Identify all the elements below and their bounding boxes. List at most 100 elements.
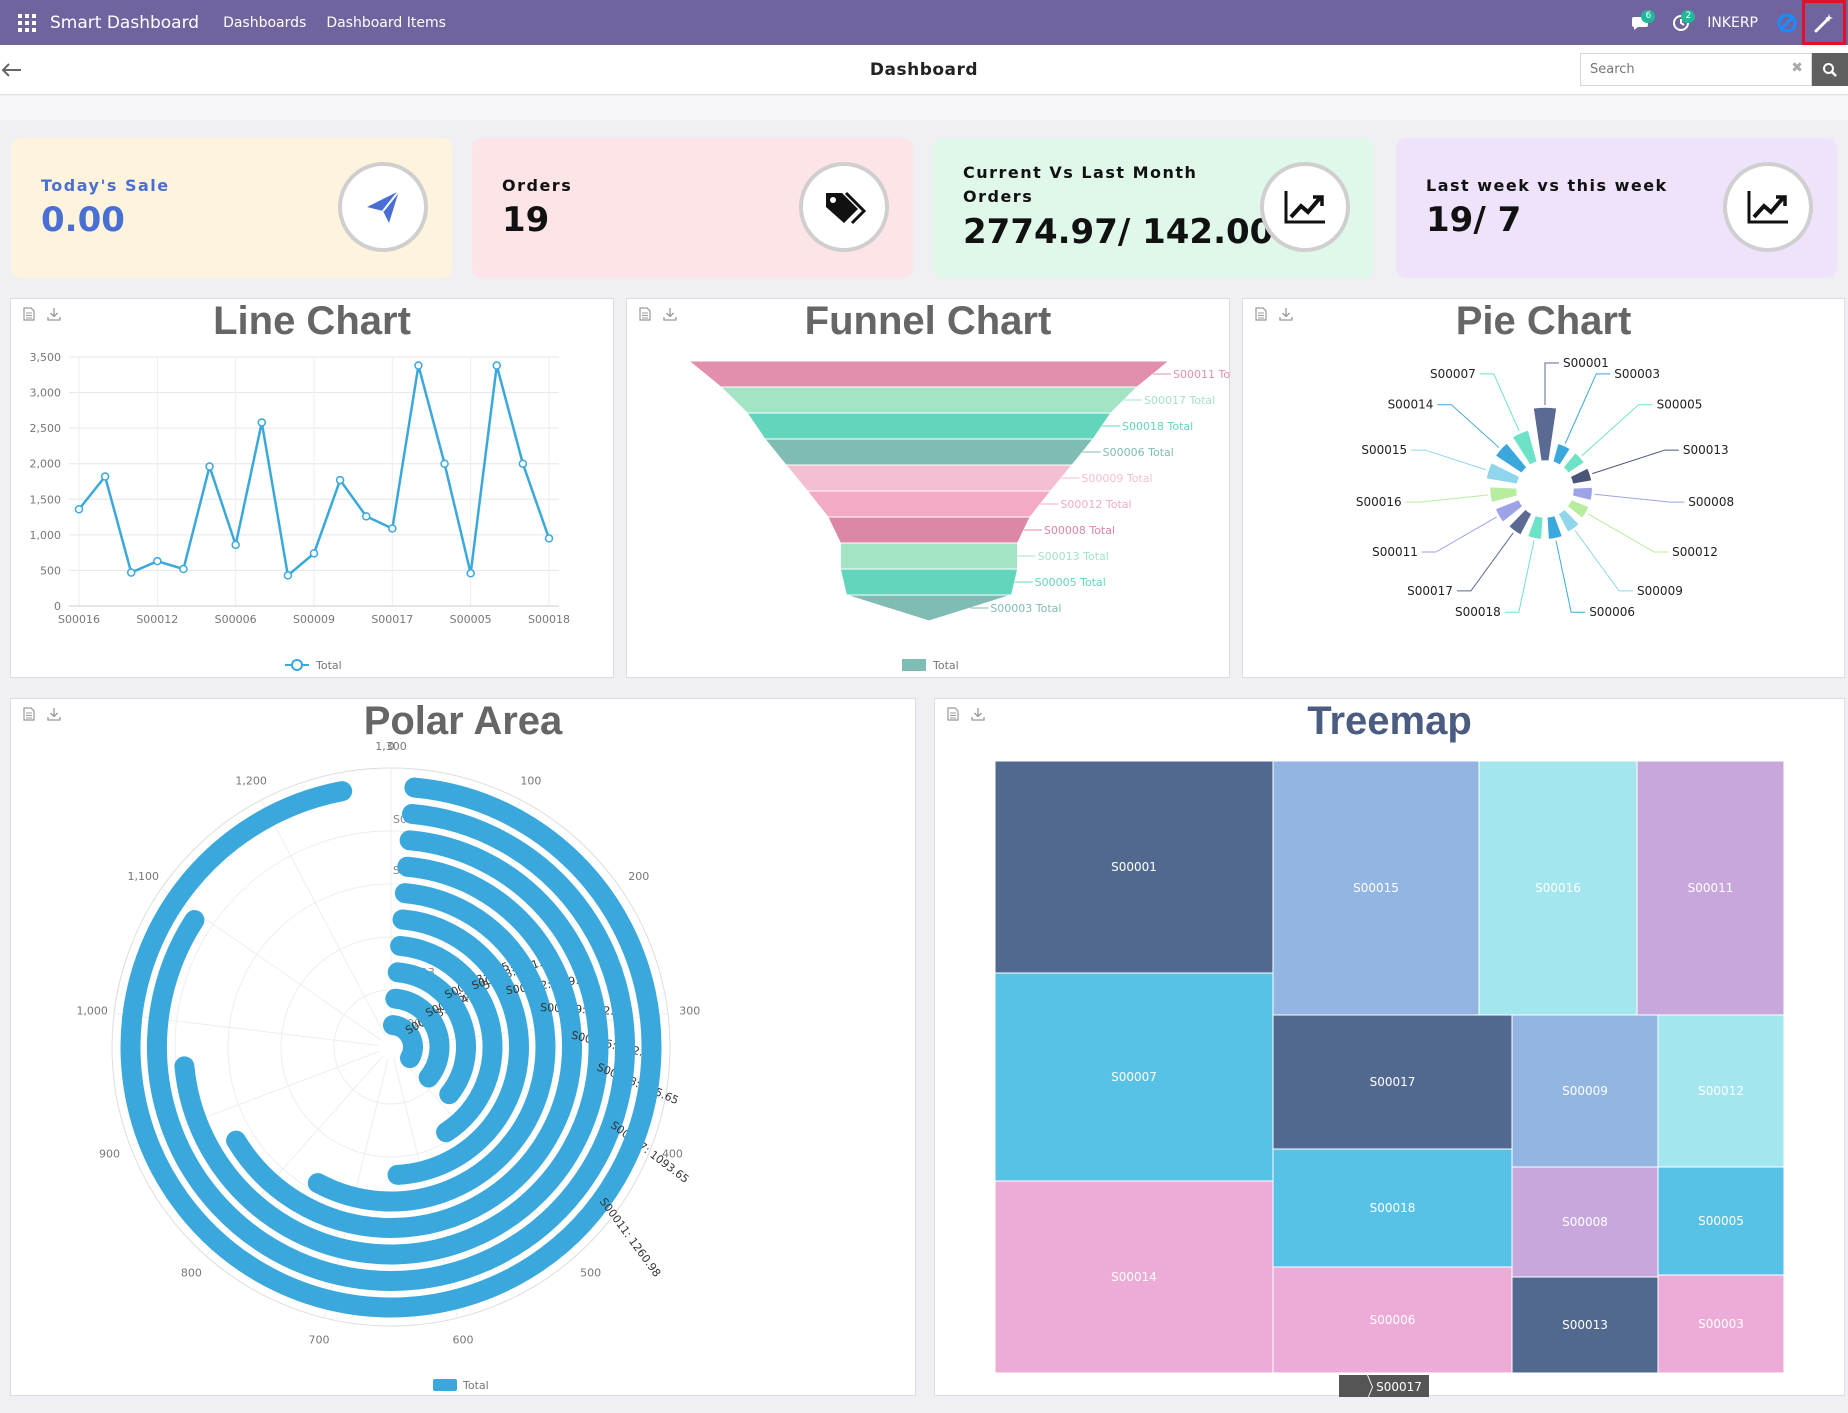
pie-label: S00018 xyxy=(1455,605,1501,619)
menu-dashboards[interactable]: Dashboards xyxy=(223,14,307,31)
document-icon[interactable] xyxy=(23,707,35,721)
line-chart-card: 0 500 1,000 1,500 2,000 2,500 3,000 3,500 S00016… xyxy=(10,298,614,678)
download-icon[interactable] xyxy=(47,307,61,321)
pie-label-line xyxy=(1456,532,1514,592)
search-icon xyxy=(1823,62,1837,77)
kpi-todays-sale[interactable]: Today's Sale 0.00 xyxy=(11,138,452,278)
data-point xyxy=(126,568,136,577)
breadcrumb-home xyxy=(1339,1375,1372,1397)
angle-tick-label: 500 xyxy=(580,1266,601,1279)
tags-icon xyxy=(826,191,866,225)
user-avatar[interactable] xyxy=(1772,0,1802,45)
document-icon[interactable] xyxy=(23,307,35,321)
treemap-card: S00001 S00007 S00014 S00015 S00016 S00011 S000… xyxy=(934,698,1845,1397)
treemap-cell xyxy=(994,1180,1274,1374)
kpi-label: Today's Sale xyxy=(41,176,170,195)
kpi-last-week-vs-this-week[interactable]: Last week vs this week 19/ 7 xyxy=(1396,138,1837,278)
pie-label: S00005 xyxy=(1657,398,1703,412)
pie-slice xyxy=(1507,508,1533,537)
pie-label-line xyxy=(1564,373,1611,444)
angle-tick-label: 400 xyxy=(662,1148,683,1161)
treemap-cell xyxy=(1636,760,1785,1016)
apps-grid-icon[interactable] xyxy=(18,13,36,32)
treemap-cell-label: S00006 xyxy=(1370,1313,1416,1327)
messages-button[interactable]: 6 xyxy=(1621,0,1661,45)
polar-bar-label: S00011: 1260.98 xyxy=(597,1195,664,1279)
funnel-chart-card: S00011 Total S00017 Total S00018 Total S000… xyxy=(626,298,1231,678)
treemap-cell-label: S00012 xyxy=(1698,1084,1744,1098)
menu-dashboard-items[interactable]: Dashboard Items xyxy=(326,14,446,31)
pie-chart: S00001 S00003 S00005 S00013 S00008 S00012 S000… xyxy=(1356,356,1734,619)
activities-button[interactable]: 2 xyxy=(1661,0,1701,45)
search-box: ✖ xyxy=(1580,53,1812,86)
data-point xyxy=(440,459,449,468)
kpi-icon-circle xyxy=(1260,162,1350,252)
angle-tick-label: 1,100 xyxy=(128,870,160,883)
y-tick-label: 1,500 xyxy=(30,493,62,506)
pie-label: S00011 xyxy=(1372,545,1418,559)
back-arrow-icon[interactable] xyxy=(0,58,24,88)
document-icon[interactable] xyxy=(1255,307,1267,321)
funnel-label: S00003 Total xyxy=(990,602,1061,615)
company-name[interactable]: INKERP xyxy=(1707,14,1758,31)
kpi-current-vs-last-month[interactable]: Current Vs Last Month Orders 2774.97/ 14… xyxy=(933,138,1374,278)
theme-wand-button[interactable] xyxy=(1802,0,1846,45)
search-input[interactable] xyxy=(1581,54,1771,84)
pie-slice xyxy=(1494,498,1524,524)
treemap-cell xyxy=(1657,1274,1785,1374)
angle-tick-label: 900 xyxy=(99,1148,120,1161)
document-icon[interactable] xyxy=(639,307,651,321)
polar-bar xyxy=(385,988,450,1088)
angle-tick-label: 1,200 xyxy=(235,774,267,787)
control-panel: Dashboard ✖ xyxy=(0,45,1848,95)
y-tick-label: 3,000 xyxy=(30,387,62,400)
angle-tick-label: 300 xyxy=(679,1005,700,1018)
activities-count-badge: 2 xyxy=(1681,10,1696,23)
document-icon[interactable] xyxy=(947,707,959,721)
funnel-label: S00008 Total xyxy=(1044,524,1115,537)
pie-label: S00003 xyxy=(1614,367,1660,381)
polar-bar-label: S00006: 862.5 xyxy=(570,1029,651,1061)
polar-bar xyxy=(307,883,556,1212)
pie-label: S00007 xyxy=(1430,367,1476,381)
x-tick-label: S00005 xyxy=(450,613,492,626)
kpi-icon-circle xyxy=(338,162,428,252)
download-icon[interactable] xyxy=(1279,307,1293,321)
download-icon[interactable] xyxy=(47,707,61,721)
clear-search-icon[interactable]: ✖ xyxy=(1791,60,1803,76)
polar-bar xyxy=(147,803,635,1291)
funnel-segment xyxy=(839,568,1019,596)
data-point xyxy=(544,534,554,543)
polar-area-card: 0 100 200 300 400 500 600 700 800 900 1,000 1,100 1,… xyxy=(10,698,916,1396)
legend-marker-point xyxy=(291,659,303,671)
data-point xyxy=(518,459,528,468)
pie-slice xyxy=(1562,451,1586,475)
kpi-orders[interactable]: Orders 19 xyxy=(472,138,913,278)
treemap-chart: S00001 S00007 S00014 S00015 S00016 S00011 S000… xyxy=(994,760,1785,1397)
data-point xyxy=(309,549,319,558)
data-point xyxy=(153,556,162,566)
angle-tick-label: 800 xyxy=(181,1266,202,1279)
treemap-cell xyxy=(1272,1148,1513,1268)
line-chart: 0 500 1,000 1,500 2,000 2,500 3,000 3,500 S00016… xyxy=(30,351,570,672)
data-point xyxy=(466,569,475,578)
x-tick-label: S00006 xyxy=(215,613,257,626)
data-point xyxy=(361,512,371,521)
pie-label-line xyxy=(1594,493,1685,503)
treemap-cell-label: S00013 xyxy=(1562,1318,1608,1332)
download-icon[interactable] xyxy=(971,707,985,721)
pie-slice xyxy=(1571,486,1594,502)
funnel-segment xyxy=(827,516,1031,544)
chart-title: Polar Area xyxy=(363,699,563,743)
download-icon[interactable] xyxy=(663,307,677,321)
pie-slice xyxy=(1526,514,1544,541)
search-button[interactable] xyxy=(1812,53,1848,86)
angle-tick-label: 200 xyxy=(628,870,649,883)
data-point xyxy=(257,418,267,427)
trend-up-icon xyxy=(1284,191,1325,224)
app-brand[interactable]: Smart Dashboard xyxy=(50,12,200,33)
magic-wand-icon xyxy=(1814,13,1833,32)
x-tick-label: S00009 xyxy=(293,613,335,626)
content-strip xyxy=(0,96,1848,120)
treemap-cell-label: S00017 xyxy=(1370,1075,1416,1089)
